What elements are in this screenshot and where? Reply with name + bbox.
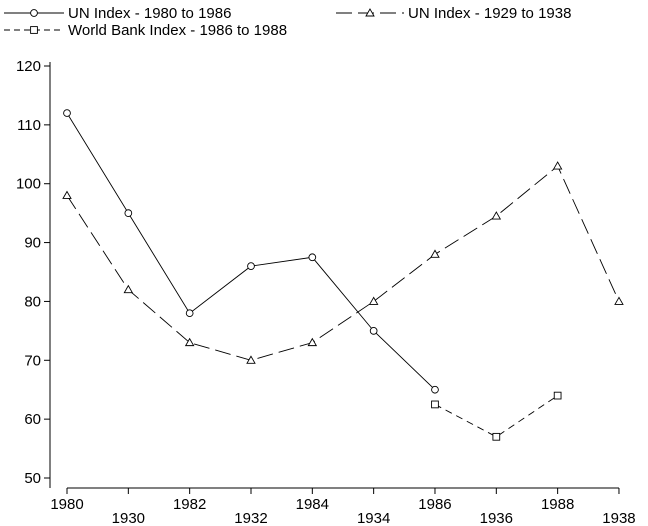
chart-axes: 50 60 70 80 90 100 110 120 1980 1930 1982 1932 1984 1… bbox=[16, 58, 636, 526]
y-tick-label: 60 bbox=[24, 411, 41, 428]
data-point bbox=[491, 211, 502, 220]
x-tick-label: 1934 bbox=[357, 510, 390, 526]
data-point bbox=[247, 262, 255, 270]
x-tick-label: 1938 bbox=[602, 510, 635, 526]
y-tick-label: 70 bbox=[24, 352, 41, 369]
data-point bbox=[62, 190, 72, 199]
series-2 bbox=[62, 161, 624, 364]
data-point bbox=[184, 337, 195, 347]
data-point bbox=[553, 391, 562, 400]
data-point bbox=[185, 309, 194, 318]
series-1 bbox=[63, 109, 439, 394]
x-tick-label: 1986 bbox=[418, 496, 451, 513]
x-tick-label: 1988 bbox=[541, 496, 574, 513]
legend-label: UN Index - 1980 to 1986 bbox=[68, 5, 231, 22]
data-point bbox=[63, 109, 71, 117]
legend: UN Index - 1980 to 1986 UN Index - 1929 t… bbox=[4, 5, 571, 39]
series-line bbox=[66, 165, 620, 361]
x-tick-label: 1936 bbox=[480, 510, 513, 526]
data-point bbox=[308, 253, 317, 262]
legend-item-3: World Bank Index - 1986 to 1988 bbox=[4, 22, 287, 39]
series-3 bbox=[431, 391, 562, 441]
series-layer bbox=[62, 109, 624, 441]
legend-label: World Bank Index - 1986 to 1988 bbox=[68, 22, 287, 39]
x-tick-label: 1984 bbox=[296, 496, 329, 513]
x-tick-label: 1930 bbox=[112, 510, 145, 526]
data-point bbox=[368, 296, 379, 305]
x-tick-label: 1982 bbox=[173, 496, 206, 513]
x-tick-label: 1932 bbox=[234, 510, 267, 526]
legend-marker bbox=[30, 9, 38, 17]
data-point bbox=[123, 284, 134, 294]
legend-marker bbox=[30, 26, 38, 34]
series-line bbox=[434, 395, 558, 438]
data-point bbox=[614, 296, 624, 305]
data-point bbox=[307, 337, 318, 347]
series-line bbox=[66, 112, 436, 391]
x-tick-label: 1980 bbox=[50, 496, 83, 513]
data-point bbox=[431, 400, 439, 409]
data-point bbox=[369, 327, 378, 335]
data-point bbox=[492, 432, 501, 441]
y-tick-label: 100 bbox=[16, 176, 41, 193]
data-point bbox=[552, 161, 563, 170]
legend-item-1: UN Index - 1980 to 1986 bbox=[4, 5, 231, 22]
legend-label: UN Index - 1929 to 1938 bbox=[408, 5, 571, 22]
data-point bbox=[246, 355, 256, 364]
data-point bbox=[430, 249, 440, 258]
legend-marker bbox=[365, 8, 375, 17]
data-point bbox=[431, 385, 439, 394]
y-tick-label: 110 bbox=[17, 117, 41, 134]
y-tick-label: 90 bbox=[24, 235, 41, 252]
y-tick-label: 120 bbox=[16, 58, 41, 75]
y-tick-label: 50 bbox=[24, 470, 41, 487]
data-point bbox=[124, 209, 133, 217]
legend-item-2: UN Index - 1929 to 1938 bbox=[336, 5, 571, 22]
y-tick-label: 80 bbox=[24, 293, 41, 310]
